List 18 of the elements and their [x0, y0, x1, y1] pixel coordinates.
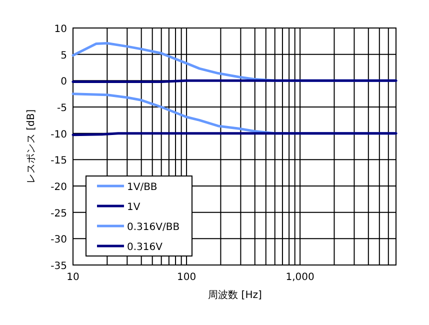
y-axis-title: レスポンス [dB]	[26, 109, 37, 184]
legend-label: 1V/BB	[127, 182, 158, 193]
y-tick-label: 0	[60, 76, 67, 88]
x-axis-title: 周波数 [Hz]	[208, 289, 262, 301]
y-tick-label: 10	[54, 24, 67, 35]
y-tick-label: -20	[50, 182, 67, 193]
y-tick-label: -10	[50, 129, 67, 140]
y-tick-label: -25	[50, 208, 67, 220]
legend-label: 0.316V	[127, 242, 163, 253]
legend-label: 1V	[127, 202, 140, 213]
legend-label: 0.316V/BB	[127, 222, 180, 233]
x-tick-label: 100	[176, 272, 196, 283]
y-tick-label: -30	[50, 234, 67, 246]
y-tick-label: -15	[50, 156, 67, 167]
x-tick-label: 1,000	[286, 272, 314, 283]
y-tick-label: 5	[60, 50, 67, 62]
y-tick-label: -5	[57, 103, 67, 114]
y-tick-label: -35	[50, 261, 67, 272]
